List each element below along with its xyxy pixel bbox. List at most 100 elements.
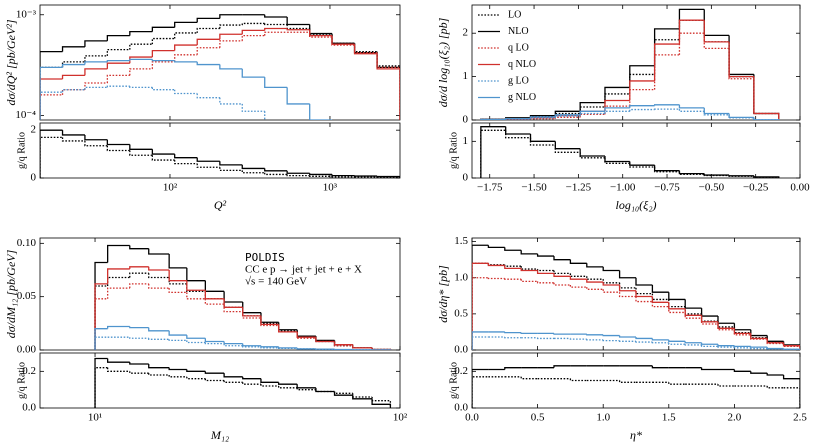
series-group xyxy=(480,126,780,178)
histogram-bin xyxy=(40,78,63,120)
histogram-bin xyxy=(168,254,187,269)
legend-label: q LO xyxy=(508,42,529,53)
histogram-bin xyxy=(204,290,225,300)
histogram-bin xyxy=(629,65,655,88)
histogram-bin xyxy=(618,340,636,342)
histogram-bin xyxy=(264,23,288,26)
histogram-bin xyxy=(651,365,669,369)
series-group xyxy=(94,357,392,408)
histogram-bin xyxy=(700,342,718,345)
histogram-bin xyxy=(333,391,353,394)
histogram-bin xyxy=(728,175,754,177)
histogram-bin xyxy=(618,380,636,383)
histogram-bin xyxy=(107,287,130,299)
histogram-bin xyxy=(376,52,400,120)
histogram-bin xyxy=(684,299,702,309)
histogram-bin xyxy=(651,293,669,301)
histogram-bin xyxy=(331,174,355,177)
x-tick-label: −1.25 xyxy=(566,182,592,194)
histogram-bin xyxy=(602,266,620,272)
histogram-bin xyxy=(668,339,686,342)
series-group xyxy=(480,8,780,120)
histogram-bin xyxy=(286,16,310,26)
histogram-bin xyxy=(602,279,620,284)
histogram-bin xyxy=(168,270,187,282)
histogram-bin xyxy=(315,337,335,343)
histogram-bin xyxy=(703,107,730,115)
legend-label: g NLO xyxy=(508,92,536,103)
histogram-bin xyxy=(106,74,130,83)
y-tick-label: 0.0 xyxy=(454,344,468,356)
histogram-bin xyxy=(186,283,206,292)
histogram-bin xyxy=(602,282,620,286)
histogram-bin xyxy=(277,346,298,349)
histogram-bin xyxy=(129,326,149,329)
histogram-bin xyxy=(536,270,554,275)
x-axis-label: Q² xyxy=(214,198,227,212)
histogram-bin xyxy=(717,323,735,331)
histogram-bin xyxy=(310,138,332,156)
histogram-bin xyxy=(309,103,333,120)
y-tick-label: 0.2 xyxy=(22,365,36,377)
histogram-bin xyxy=(94,298,108,350)
histogram-bin xyxy=(536,253,554,257)
histogram-bin xyxy=(186,335,206,339)
histogram-bin xyxy=(61,130,85,136)
histogram-bin xyxy=(604,156,630,163)
histogram-bin xyxy=(553,365,571,368)
histogram-bin xyxy=(61,46,85,52)
histogram-bin xyxy=(668,342,686,345)
histogram-bin xyxy=(553,270,571,275)
histogram-bin xyxy=(151,87,175,91)
histogram-bin xyxy=(286,87,310,105)
histogram-bin xyxy=(728,41,754,78)
x-tick-label: 10³ xyxy=(323,182,338,194)
histogram-bin xyxy=(520,268,538,272)
histogram-bin xyxy=(129,371,149,374)
y-tick-label: 0.0 xyxy=(22,402,36,414)
histogram-bin xyxy=(668,306,686,314)
histogram-bin xyxy=(529,134,556,142)
histogram-bin xyxy=(219,24,243,29)
ratio-axis-label: g/q Ratio xyxy=(16,362,27,399)
histogram-bin xyxy=(678,19,705,40)
histogram-bin xyxy=(604,107,630,112)
histogram-bin xyxy=(717,346,735,348)
histogram-bin xyxy=(196,27,220,33)
histogram-bin xyxy=(242,302,261,314)
histogram-bin xyxy=(331,35,355,45)
histogram-bin xyxy=(196,61,220,66)
histogram-bin xyxy=(629,108,655,112)
histogram-bin xyxy=(223,373,243,378)
histogram-bin xyxy=(174,160,198,165)
histogram-bin xyxy=(223,304,243,313)
histogram-bin xyxy=(174,154,198,159)
histogram-bin xyxy=(287,125,310,138)
histogram-bin xyxy=(629,88,655,107)
histogram-bin xyxy=(186,280,206,291)
histogram-bin xyxy=(223,343,243,347)
histogram-bin xyxy=(586,276,604,280)
histogram-bin xyxy=(151,49,175,58)
histogram-bin xyxy=(505,118,531,120)
y-tick-label: 0.05 xyxy=(17,290,37,302)
histogram-bin xyxy=(223,298,243,308)
ratio-axis-label: g/q Ratio xyxy=(448,362,459,399)
histogram-bin xyxy=(260,315,279,326)
histogram-bin xyxy=(277,322,298,331)
histogram-bin xyxy=(602,334,620,337)
histogram-bin xyxy=(635,336,653,340)
x-axis-label: log₁₀(ξ₂) xyxy=(616,198,657,212)
histogram-bin xyxy=(504,247,522,251)
plot-frame xyxy=(471,4,801,121)
x-tick-label: 1.0 xyxy=(596,412,610,424)
histogram-bin xyxy=(309,29,333,37)
y-tick-label: 0.10 xyxy=(17,237,37,249)
histogram-bin xyxy=(106,62,130,69)
histogram-bin xyxy=(106,139,130,146)
histogram-bin xyxy=(504,264,522,267)
histogram-bin xyxy=(579,113,605,118)
histogram-bin xyxy=(703,20,730,43)
histogram-bin xyxy=(553,282,571,286)
x-axis-label: M₁₂ xyxy=(210,428,229,442)
